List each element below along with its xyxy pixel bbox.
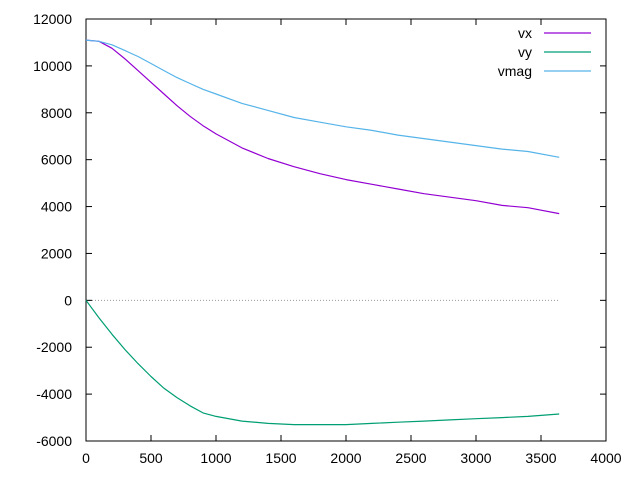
y-tick-label: -4000 — [36, 386, 72, 402]
y-tick-label: 2000 — [41, 245, 72, 261]
legend-label-vx: vx — [518, 25, 532, 41]
legend-label-vy: vy — [518, 44, 532, 60]
x-tick-label: 2500 — [395, 450, 426, 466]
x-tick-label: 2000 — [330, 450, 361, 466]
series-line-vmag — [85, 39, 560, 158]
x-tick-label: 1000 — [200, 450, 231, 466]
y-tick-label: -6000 — [36, 433, 72, 449]
series-line-vy — [85, 299, 560, 426]
ticks-layer: 0 500 1000 1500 2000 2500 3000 3500 4000 -6000 -40… — [33, 11, 622, 466]
y-tick-label: 8000 — [41, 105, 72, 121]
x-tick-label: 3000 — [460, 450, 491, 466]
y-tick-label: 4000 — [41, 199, 72, 215]
series-layer — [85, 39, 560, 426]
legend: vx vy vmag — [498, 25, 591, 79]
y-tick-label: 6000 — [41, 152, 72, 168]
plot-frame — [85, 18, 607, 442]
x-tick-label: 3500 — [525, 450, 556, 466]
series-line-vx — [85, 39, 560, 215]
y-tick-label: 10000 — [33, 58, 72, 74]
x-tick-label: 1500 — [265, 450, 296, 466]
y-tick-label: -2000 — [36, 339, 72, 355]
x-tick-label: 4000 — [590, 450, 621, 466]
y-tick-label: 12000 — [33, 11, 72, 27]
y-tick-label: 0 — [64, 292, 72, 308]
x-tick-label: 500 — [139, 450, 163, 466]
x-tick-label: 0 — [82, 450, 90, 466]
legend-label-vmag: vmag — [498, 63, 532, 79]
